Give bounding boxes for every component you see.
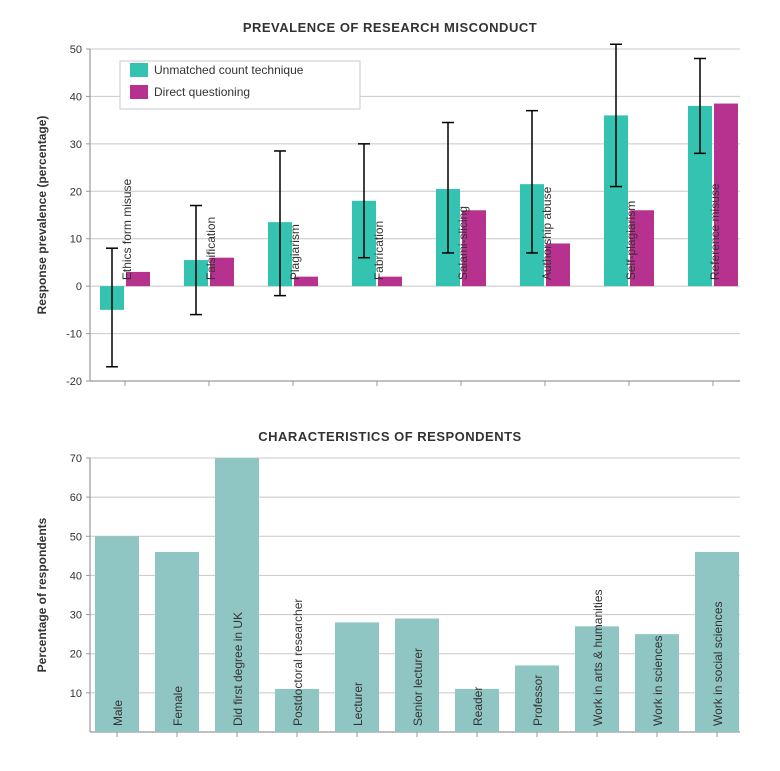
chart2-ytick: 40 <box>70 570 82 582</box>
chart2-category-label: Work in social sciences <box>711 602 725 727</box>
chart1-ytick: 40 <box>70 91 82 103</box>
chart1-category-label: Self-plagiarism <box>624 201 638 280</box>
chart1-legend-label: Direct questioning <box>154 85 250 99</box>
chart1-category-label: Falsification <box>204 217 218 280</box>
chart2-category-label: Professor <box>531 675 545 726</box>
chart2-ytick: 20 <box>70 649 82 661</box>
chart1-category-label: Plagiarism <box>288 224 302 280</box>
chart2-category-label: Senior lecturer <box>411 648 425 726</box>
chart1-ytick: -20 <box>66 376 82 388</box>
chart2-category-label: Male <box>111 700 125 726</box>
chart1-svg: -20 -10 0 10 20 30 40 50 Response prevalence (pe… <box>30 41 750 411</box>
chart1-category-label: Fabrication <box>372 221 386 280</box>
chart1-category-label: Ethics form misuse <box>120 178 134 280</box>
chart1-ylabel: Response prevalence (percentage) <box>35 116 49 315</box>
chart2-category-label: Lecturer <box>351 682 365 726</box>
chart2-container: 10 20 30 40 50 60 70 Percentage of respondents M… <box>30 450 750 750</box>
chart1-legend-label: Unmatched count technique <box>154 63 304 77</box>
chart1-category-label: Reference misuse <box>708 183 722 280</box>
chart1-ytick: 50 <box>70 44 82 56</box>
chart1-ytick: 20 <box>70 186 82 198</box>
chart2-category-label: Reader <box>471 687 485 726</box>
chart2-ytick: 50 <box>70 531 82 543</box>
chart1-ytick: 30 <box>70 139 82 151</box>
chart1-ytick: 0 <box>76 281 82 293</box>
chart2-category-label: Postdoctoral researcher <box>291 599 305 726</box>
chart1-ytick: 10 <box>70 234 82 246</box>
chart2-ylabel: Percentage of respondents <box>35 517 49 672</box>
chart1-category-label: Salami-slicing <box>456 206 470 280</box>
chart1-ytick: -10 <box>66 329 82 341</box>
chart1-legend-swatch <box>130 63 148 77</box>
chart1-title: PREVALENCE OF RESEARCH MISCONDUCT <box>30 20 750 35</box>
chart2-category-label: Female <box>171 686 185 726</box>
chart2-category-label: Work in sciences <box>651 636 665 726</box>
chart2-title: CHARACTERISTICS OF RESPONDENTS <box>30 429 750 444</box>
chart2-ytick: 60 <box>70 492 82 504</box>
chart1-container: -20 -10 0 10 20 30 40 50 Response prevalence (pe… <box>30 41 750 411</box>
chart2-category-label: Work in arts & humanities <box>591 590 605 727</box>
chart2-ytick: 30 <box>70 610 82 622</box>
chart1-category-label: Authorship abuse <box>540 186 554 280</box>
chart2-ytick: 70 <box>70 453 82 465</box>
chart2-category-label: Did first degree in UK <box>231 612 245 726</box>
chart2-ytick: 10 <box>70 688 82 700</box>
chart2-svg: 10 20 30 40 50 60 70 Percentage of respondents M… <box>30 450 750 750</box>
chart1-legend-swatch <box>130 85 148 99</box>
